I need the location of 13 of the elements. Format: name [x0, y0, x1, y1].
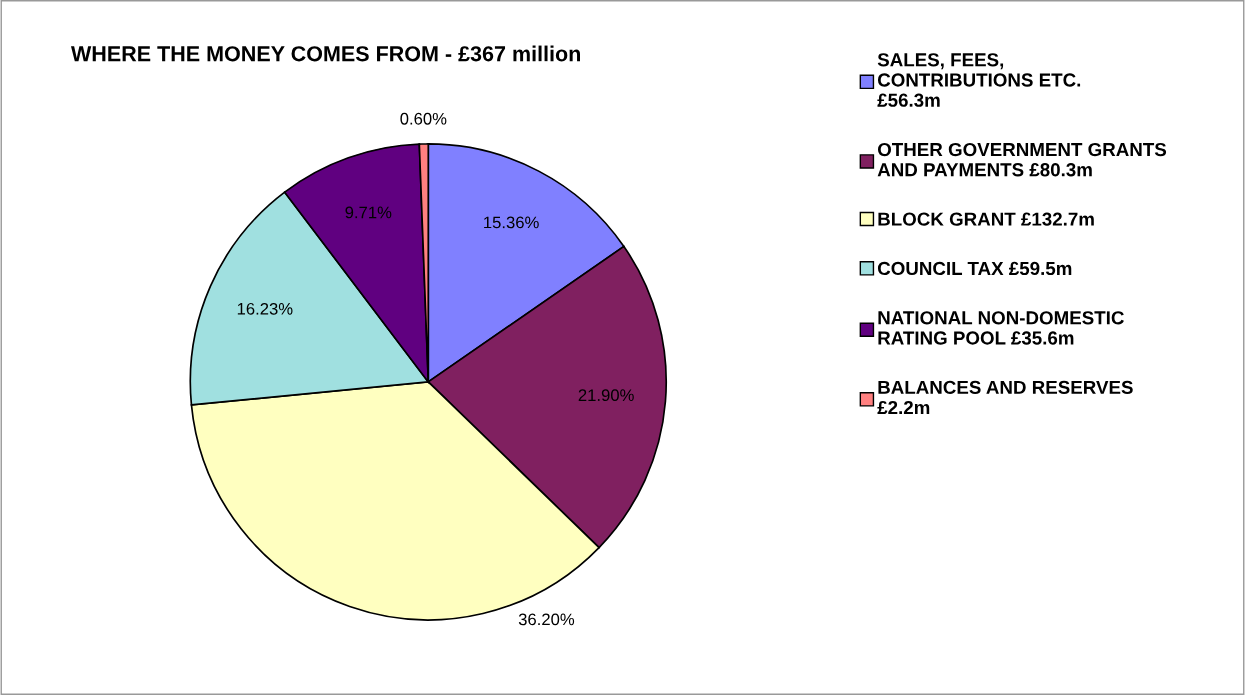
legend-label: BLOCK GRANT £132.7m — [878, 212, 1094, 226]
data-label: 9.71% — [345, 206, 392, 219]
legend-label: NATIONAL NON-DOMESTIC RATING POOL £35.6m — [878, 311, 1124, 345]
chart-title: WHERE THE MONEY COMES FROM - £367 million — [70, 45, 580, 62]
legend-label: OTHER GOVERNMENT GRANTS AND PAYMENTS £80.3m — [877, 142, 1167, 177]
legend-label: SALES, FEES, CONTRIBUTIONS ETC. £56.3m — [877, 53, 1081, 107]
legend-label: COUNCIL TAX £59.5m — [877, 261, 1072, 276]
legend-label: BALANCES AND RESERVES £2.2m — [877, 380, 1133, 415]
data-label: 36.20% — [518, 613, 575, 626]
data-label: 16.23% — [237, 302, 293, 315]
data-label: 15.36% — [484, 216, 539, 229]
data-label: 0.60% — [400, 112, 447, 125]
data-label: 21.90% — [578, 389, 634, 402]
